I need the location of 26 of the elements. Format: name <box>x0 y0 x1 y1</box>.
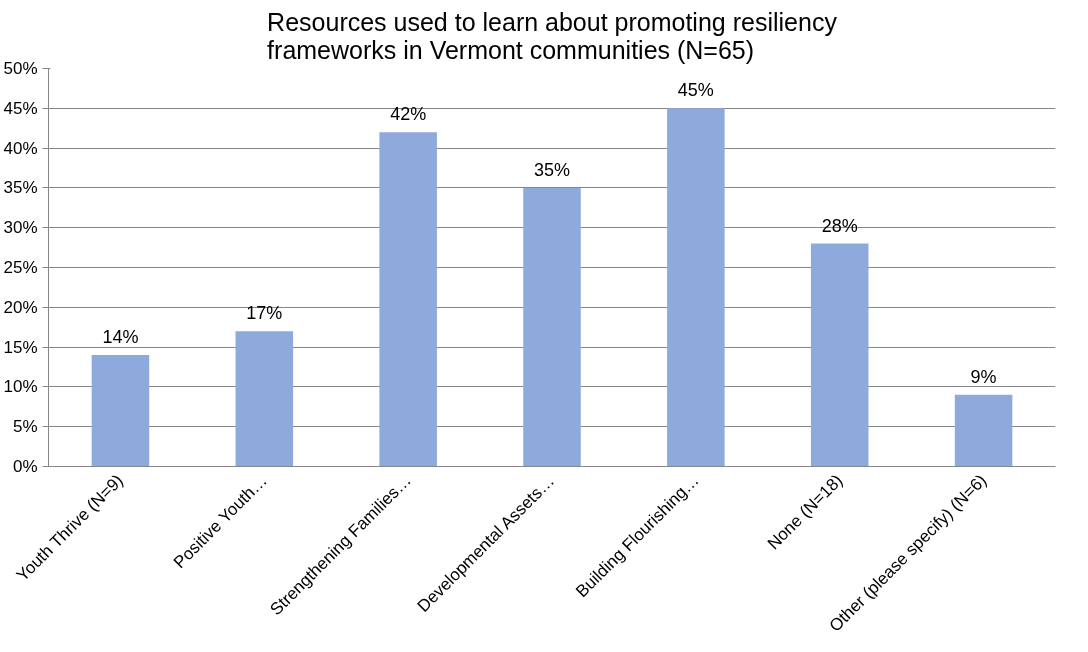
y-tick-label: 15% <box>3 337 38 357</box>
y-tick-label: 35% <box>3 178 38 198</box>
bar <box>667 108 725 467</box>
y-tick-label: 5% <box>12 417 38 437</box>
y-tick-label: 40% <box>3 138 38 158</box>
bar <box>91 355 150 467</box>
data-label: 9% <box>970 366 997 387</box>
y-tick-label: 20% <box>3 297 38 317</box>
bar <box>235 331 294 467</box>
y-tick-label: 0% <box>12 457 38 476</box>
data-label: 42% <box>390 104 427 125</box>
y-tick-label: 10% <box>3 377 38 397</box>
data-label: 14% <box>102 327 139 348</box>
data-label: 28% <box>821 215 858 236</box>
y-tick-label: 50% <box>3 59 38 78</box>
y-tick-label: 30% <box>3 218 38 238</box>
chart-title: Resources used to learn about promoting resiliency frameworks in Vermont communities (N=65) <box>267 7 838 64</box>
bar <box>523 187 581 467</box>
data-label: 35% <box>533 159 571 180</box>
bar <box>379 132 437 467</box>
bar <box>954 394 1013 467</box>
y-tick-label: 25% <box>3 258 38 277</box>
data-label: 45% <box>677 80 714 101</box>
data-label: 17% <box>246 303 283 324</box>
bar <box>810 243 869 467</box>
y-tick-label: 45% <box>3 98 38 118</box>
